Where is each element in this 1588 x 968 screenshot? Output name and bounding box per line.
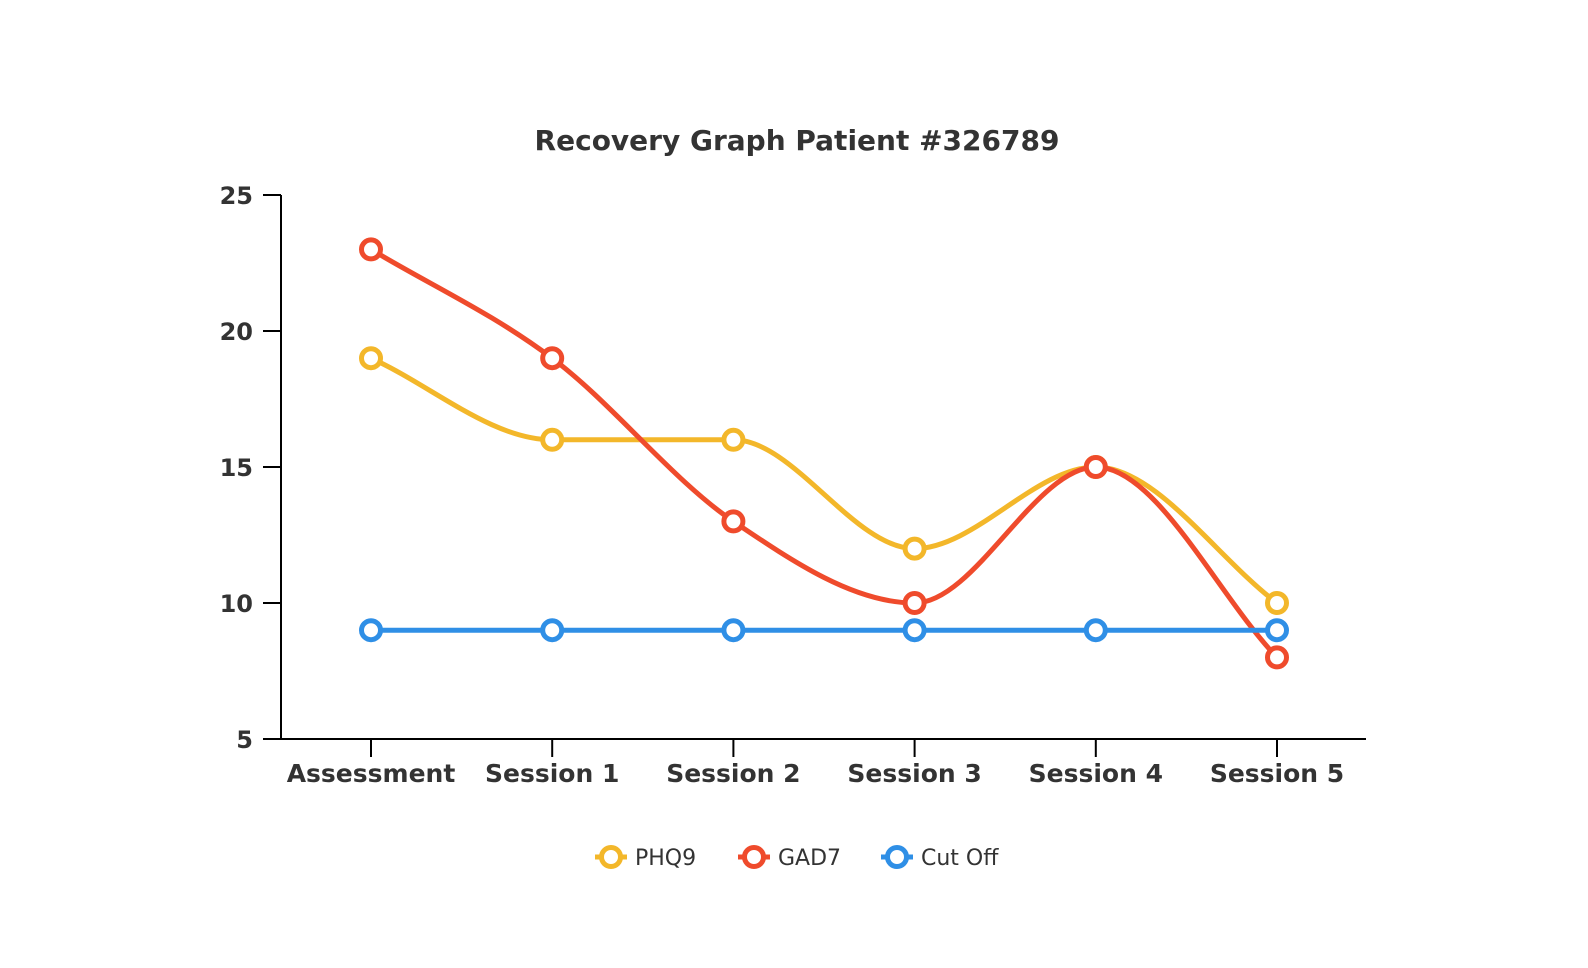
data-point xyxy=(359,346,383,371)
x-tick-label: Session 1 xyxy=(485,759,619,788)
data-point xyxy=(902,618,927,643)
legend-marker-icon xyxy=(742,845,766,869)
series-layer xyxy=(359,237,1289,670)
x-tick-label: Session 4 xyxy=(1029,759,1163,788)
data-point xyxy=(721,618,746,643)
data-point xyxy=(902,591,927,615)
x-tick-label: Session 2 xyxy=(666,759,800,788)
data-point xyxy=(1265,591,1289,615)
series-gad7 xyxy=(359,237,1289,670)
series-phq9 xyxy=(359,346,1289,615)
legend-item: PHQ9 xyxy=(595,845,696,871)
y-tick-label: 20 xyxy=(220,318,253,346)
y-tick-label: 10 xyxy=(220,590,253,618)
legend-marker-icon xyxy=(885,845,909,869)
y-tick-label: 5 xyxy=(236,726,253,754)
data-point xyxy=(540,618,565,643)
legend: PHQ9 GAD7 Cut Off xyxy=(595,845,999,871)
legend-label: PHQ9 xyxy=(635,846,696,871)
y-tick-label: 25 xyxy=(220,182,253,210)
series-line xyxy=(368,355,1280,606)
legend-item: Cut Off xyxy=(881,845,999,871)
x-tick-label: Assessment xyxy=(287,759,456,788)
legend-item: GAD7 xyxy=(738,845,841,871)
series-line xyxy=(368,246,1280,660)
legend-label: GAD7 xyxy=(778,846,841,871)
data-point xyxy=(721,427,746,452)
data-point xyxy=(902,536,927,561)
data-point xyxy=(721,509,746,534)
x-tick-label: Session 5 xyxy=(1210,759,1344,788)
legend-marker-icon xyxy=(599,845,623,869)
legend-label: Cut Off xyxy=(921,846,999,871)
y-tick-label: 15 xyxy=(220,454,253,482)
data-point xyxy=(1265,618,1289,643)
data-point xyxy=(540,427,565,452)
series-cut-off xyxy=(359,618,1289,643)
data-point xyxy=(359,618,383,643)
data-point xyxy=(1083,455,1108,479)
data-point xyxy=(1083,618,1108,643)
data-point xyxy=(1265,645,1289,670)
chart-title: Recovery Graph Patient #326789 xyxy=(535,124,1060,157)
x-tick-label: Session 3 xyxy=(847,759,981,788)
axes: 5 10 15 20 25 Assessment Session 1 Session 2 Ses… xyxy=(220,182,1366,788)
data-point xyxy=(359,237,383,262)
data-point xyxy=(540,346,565,371)
